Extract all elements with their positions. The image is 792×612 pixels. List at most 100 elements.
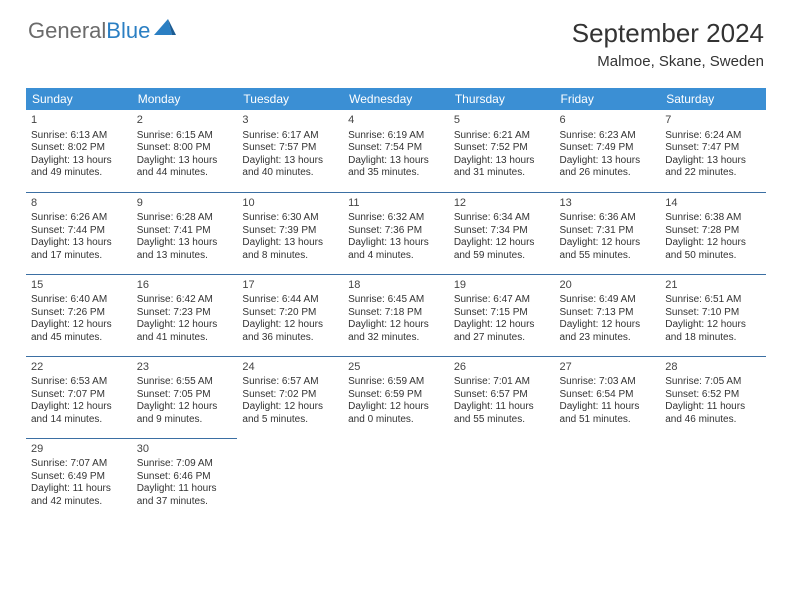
day-sr: Sunrise: 6:19 AM [348, 130, 444, 143]
calendar-day-cell: 14Sunrise: 6:38 AMSunset: 7:28 PMDayligh… [660, 192, 766, 274]
day-sr: Sunrise: 6:24 AM [665, 130, 761, 143]
day-ss: Sunset: 7:34 PM [454, 225, 550, 238]
calendar-day-cell: 1Sunrise: 6:13 AMSunset: 8:02 PMDaylight… [26, 110, 132, 192]
month-title: September 2024 [572, 18, 764, 49]
day-ss: Sunset: 6:54 PM [560, 389, 656, 402]
calendar-day-cell: 8Sunrise: 6:26 AMSunset: 7:44 PMDaylight… [26, 192, 132, 274]
day-d2: and 0 minutes. [348, 414, 444, 427]
day-sr: Sunrise: 6:42 AM [137, 294, 233, 307]
day-sr: Sunrise: 7:07 AM [31, 458, 127, 471]
day-d1: Daylight: 13 hours [348, 237, 444, 250]
day-d2: and 4 minutes. [348, 250, 444, 263]
day-number: 15 [31, 279, 127, 293]
day-d2: and 17 minutes. [31, 250, 127, 263]
weekday-header: Friday [555, 88, 661, 110]
day-number: 17 [242, 279, 338, 293]
day-ss: Sunset: 7:47 PM [665, 142, 761, 155]
day-sr: Sunrise: 6:30 AM [242, 212, 338, 225]
calendar-day-cell: 26Sunrise: 7:01 AMSunset: 6:57 PMDayligh… [449, 356, 555, 438]
day-ss: Sunset: 6:46 PM [137, 471, 233, 484]
day-d1: Daylight: 12 hours [560, 237, 656, 250]
day-number: 21 [665, 279, 761, 293]
day-ss: Sunset: 7:07 PM [31, 389, 127, 402]
logo: GeneralBlue [28, 18, 176, 44]
day-ss: Sunset: 7:49 PM [560, 142, 656, 155]
day-ss: Sunset: 6:59 PM [348, 389, 444, 402]
day-number: 10 [242, 197, 338, 211]
weekday-header: Monday [132, 88, 238, 110]
day-d2: and 45 minutes. [31, 332, 127, 345]
day-number: 8 [31, 197, 127, 211]
day-d2: and 27 minutes. [454, 332, 550, 345]
day-sr: Sunrise: 6:34 AM [454, 212, 550, 225]
calendar-day-cell: 12Sunrise: 6:34 AMSunset: 7:34 PMDayligh… [449, 192, 555, 274]
day-ss: Sunset: 7:26 PM [31, 307, 127, 320]
day-number: 4 [348, 114, 444, 128]
day-d1: Daylight: 12 hours [242, 401, 338, 414]
day-d2: and 26 minutes. [560, 167, 656, 180]
day-ss: Sunset: 7:28 PM [665, 225, 761, 238]
day-d1: Daylight: 12 hours [665, 319, 761, 332]
day-number: 18 [348, 279, 444, 293]
weekday-header: Thursday [449, 88, 555, 110]
day-d1: Daylight: 11 hours [454, 401, 550, 414]
calendar-day-cell: 3Sunrise: 6:17 AMSunset: 7:57 PMDaylight… [237, 110, 343, 192]
calendar-day-cell: 9Sunrise: 6:28 AMSunset: 7:41 PMDaylight… [132, 192, 238, 274]
day-ss: Sunset: 6:52 PM [665, 389, 761, 402]
day-d2: and 13 minutes. [137, 250, 233, 263]
title-block: September 2024 Malmoe, Skane, Sweden [572, 18, 764, 70]
day-sr: Sunrise: 6:36 AM [560, 212, 656, 225]
calendar-day-cell: 19Sunrise: 6:47 AMSunset: 7:15 PMDayligh… [449, 274, 555, 356]
weekday-row: SundayMondayTuesdayWednesdayThursdayFrid… [26, 88, 766, 110]
calendar-week-row: 29Sunrise: 7:07 AMSunset: 6:49 PMDayligh… [26, 438, 766, 520]
day-d1: Daylight: 13 hours [665, 155, 761, 168]
day-d1: Daylight: 13 hours [31, 237, 127, 250]
day-d1: Daylight: 11 hours [31, 483, 127, 496]
calendar-day-cell: 25Sunrise: 6:59 AMSunset: 6:59 PMDayligh… [343, 356, 449, 438]
calendar-day-cell: 18Sunrise: 6:45 AMSunset: 7:18 PMDayligh… [343, 274, 449, 356]
calendar-week-row: 8Sunrise: 6:26 AMSunset: 7:44 PMDaylight… [26, 192, 766, 274]
weekday-header: Wednesday [343, 88, 449, 110]
day-d1: Daylight: 13 hours [560, 155, 656, 168]
day-d2: and 35 minutes. [348, 167, 444, 180]
day-d1: Daylight: 13 hours [454, 155, 550, 168]
day-sr: Sunrise: 7:01 AM [454, 376, 550, 389]
day-d2: and 18 minutes. [665, 332, 761, 345]
day-sr: Sunrise: 7:03 AM [560, 376, 656, 389]
day-sr: Sunrise: 6:44 AM [242, 294, 338, 307]
calendar-day-cell: 5Sunrise: 6:21 AMSunset: 7:52 PMDaylight… [449, 110, 555, 192]
day-sr: Sunrise: 6:17 AM [242, 130, 338, 143]
day-number: 20 [560, 279, 656, 293]
day-d1: Daylight: 13 hours [137, 155, 233, 168]
day-d1: Daylight: 13 hours [348, 155, 444, 168]
day-d2: and 23 minutes. [560, 332, 656, 345]
day-d2: and 49 minutes. [31, 167, 127, 180]
day-ss: Sunset: 8:02 PM [31, 142, 127, 155]
calendar-table: SundayMondayTuesdayWednesdayThursdayFrid… [26, 88, 766, 520]
weekday-header: Saturday [660, 88, 766, 110]
day-ss: Sunset: 7:54 PM [348, 142, 444, 155]
day-d1: Daylight: 13 hours [31, 155, 127, 168]
calendar-day-cell: 22Sunrise: 6:53 AMSunset: 7:07 PMDayligh… [26, 356, 132, 438]
day-number: 3 [242, 114, 338, 128]
calendar-day-cell: 11Sunrise: 6:32 AMSunset: 7:36 PMDayligh… [343, 192, 449, 274]
day-d1: Daylight: 13 hours [242, 237, 338, 250]
day-sr: Sunrise: 6:38 AM [665, 212, 761, 225]
day-ss: Sunset: 7:18 PM [348, 307, 444, 320]
calendar-day-cell: 6Sunrise: 6:23 AMSunset: 7:49 PMDaylight… [555, 110, 661, 192]
day-ss: Sunset: 7:39 PM [242, 225, 338, 238]
calendar-week-row: 22Sunrise: 6:53 AMSunset: 7:07 PMDayligh… [26, 356, 766, 438]
calendar-day-cell: 21Sunrise: 6:51 AMSunset: 7:10 PMDayligh… [660, 274, 766, 356]
day-sr: Sunrise: 6:57 AM [242, 376, 338, 389]
day-number: 19 [454, 279, 550, 293]
day-d2: and 41 minutes. [137, 332, 233, 345]
day-d1: Daylight: 12 hours [137, 319, 233, 332]
day-sr: Sunrise: 6:55 AM [137, 376, 233, 389]
calendar-day-cell [660, 438, 766, 520]
day-d2: and 46 minutes. [665, 414, 761, 427]
day-sr: Sunrise: 6:15 AM [137, 130, 233, 143]
day-d2: and 42 minutes. [31, 496, 127, 509]
day-number: 26 [454, 361, 550, 375]
day-d1: Daylight: 12 hours [31, 319, 127, 332]
day-d1: Daylight: 11 hours [137, 483, 233, 496]
